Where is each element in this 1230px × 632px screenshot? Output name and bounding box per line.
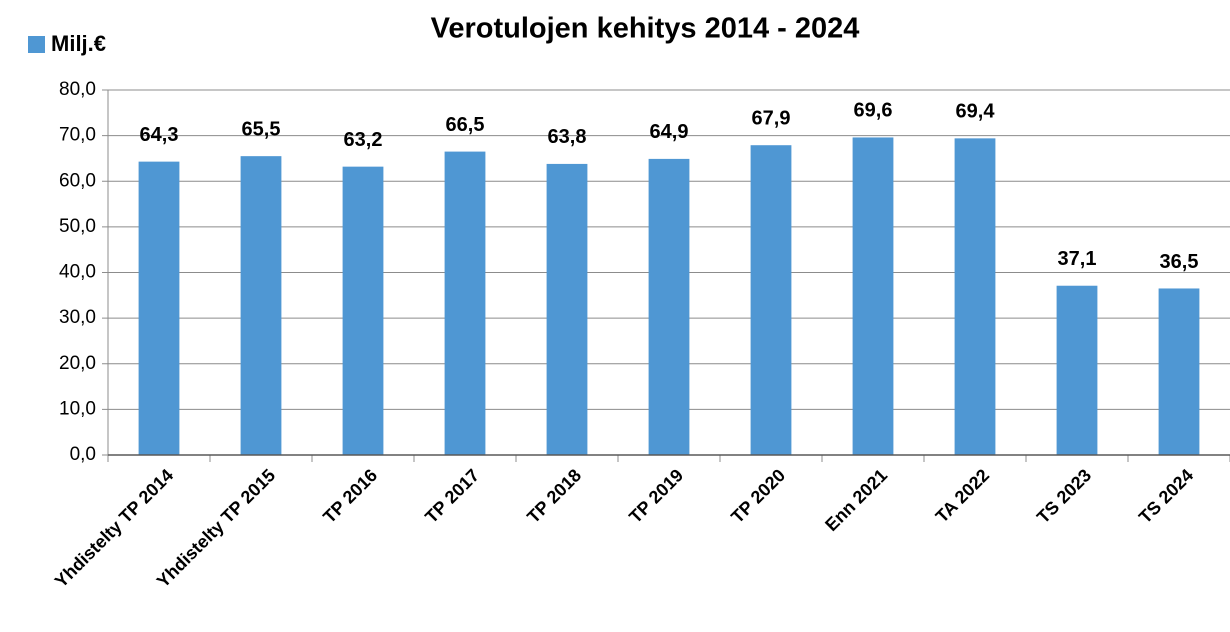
bar [1158,288,1200,455]
x-tick-label: TA 2022 [932,465,994,527]
value-label: 63,2 [344,129,383,151]
y-tick-label: 70,0 [59,125,96,146]
y-tick-label: 30,0 [59,307,96,328]
y-tick-label: 50,0 [59,216,96,237]
x-tick-label: Enn 2021 [821,465,891,535]
y-tick-label: 20,0 [59,353,96,374]
bar [546,163,588,455]
value-label: 64,3 [140,124,179,146]
value-label: 65,5 [242,118,281,140]
x-tick-label: TS 2024 [1135,465,1197,527]
bar [648,158,690,456]
y-tick-label: 10,0 [59,398,96,419]
value-label: 36,5 [1160,251,1199,273]
value-label: 37,1 [1058,248,1097,270]
bar [240,156,282,455]
value-label: 63,8 [548,126,587,148]
x-tick-label: TP 2016 [319,465,381,527]
y-tick-label: 40,0 [59,262,96,283]
chart-title: Verotulojen kehitys 2014 - 2024 [431,13,860,45]
x-tick-label: TS 2023 [1033,465,1095,527]
bar [954,138,996,456]
legend-swatch [28,36,45,53]
value-label: 67,9 [752,107,791,129]
bar [138,161,180,455]
value-label: 69,6 [854,100,893,122]
bar [444,151,486,455]
x-tick-label: TP 2019 [625,465,687,527]
y-tick-label: 0,0 [70,444,96,465]
x-tick-label: TP 2018 [523,465,585,527]
bar [852,137,894,455]
x-tick-label: TP 2020 [727,465,789,527]
bar [1056,285,1098,455]
value-label: 66,5 [446,114,485,136]
value-label: 69,4 [956,101,996,123]
legend-label: Milj.€ [51,31,106,56]
value-label: 64,9 [650,121,689,143]
x-tick-label: TP 2017 [421,465,483,527]
y-tick-label: 60,0 [59,170,96,191]
y-tick-label: 80,0 [59,79,96,100]
bar [342,166,384,455]
bar [750,145,792,456]
